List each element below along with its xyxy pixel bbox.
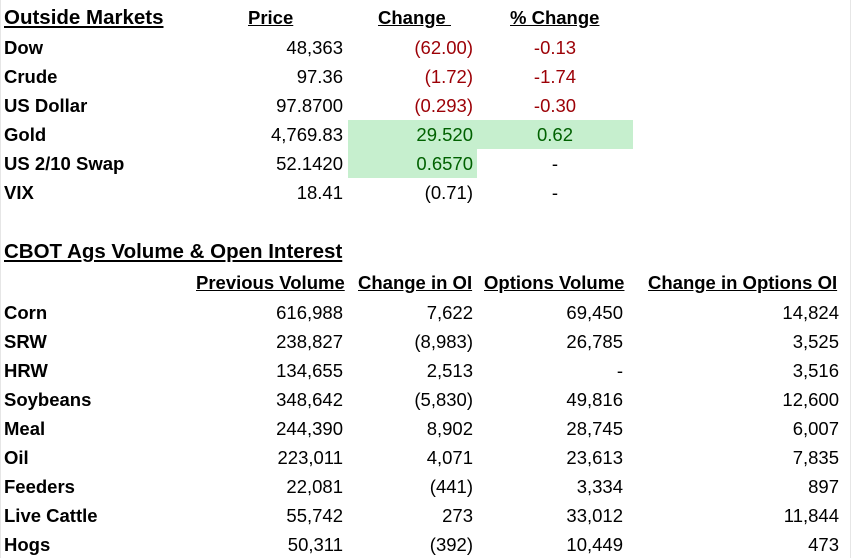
- previous-volume: 244,390: [276, 418, 343, 439]
- change-in-options-oi: 14,824: [782, 302, 839, 323]
- previous-volume: 134,655: [276, 360, 343, 381]
- change-in-oi: 273: [442, 505, 473, 526]
- change-in-options-oi: 7,835: [792, 447, 839, 468]
- market-pct-change: -: [551, 182, 559, 203]
- change-in-oi: 8,902: [426, 418, 473, 439]
- cbot-title: CBOT Ags Volume & Open Interest: [4, 240, 343, 263]
- previous-volume: 22,081: [286, 476, 343, 497]
- change-in-options-oi: 897: [808, 476, 839, 497]
- change-oi-header: Change in OI: [358, 272, 473, 293]
- change-in-options-oi: 6,007: [792, 418, 839, 439]
- commodity-name: Soybeans: [4, 389, 92, 410]
- market-change: (62.00): [414, 37, 473, 58]
- previous-volume: 348,642: [276, 389, 343, 410]
- change-in-oi: 4,071: [426, 447, 473, 468]
- change-in-options-oi: 473: [808, 534, 839, 555]
- options-volume-header: Options Volume: [484, 272, 625, 293]
- change-in-options-oi: 11,844: [783, 505, 839, 526]
- market-price: 97.8700: [276, 95, 343, 116]
- market-price: 48,363: [286, 37, 343, 58]
- commodity-name: SRW: [4, 331, 47, 352]
- previous-volume: 50,311: [287, 534, 343, 555]
- options-volume: 49,816: [566, 389, 623, 410]
- pct-change-header: % Change: [510, 7, 600, 28]
- change-header: Change: [378, 7, 451, 28]
- previous-volume: 55,742: [286, 505, 343, 526]
- outside-markets-title: Outside Markets: [4, 6, 164, 29]
- market-price: 4,769.83: [270, 124, 343, 145]
- commodity-name: Meal: [4, 418, 46, 439]
- market-name: US Dollar: [4, 95, 88, 116]
- market-pct-change: 0.62: [477, 120, 633, 149]
- market-change: 0.6570: [348, 149, 477, 178]
- change-in-oi: (8,983): [414, 331, 473, 352]
- market-pct-change: -: [551, 153, 559, 174]
- left-gridline: [0, 0, 1, 558]
- options-volume: 69,450: [566, 302, 623, 323]
- market-name: Crude: [4, 66, 58, 87]
- commodity-name: Hogs: [4, 534, 51, 555]
- change-in-options-oi: 3,525: [792, 331, 839, 352]
- options-volume: 33,012: [566, 505, 623, 526]
- previous-volume: 616,988: [276, 302, 343, 323]
- change-in-oi: (441): [429, 476, 473, 497]
- market-name: Gold: [4, 124, 47, 145]
- market-change: (0.71): [424, 182, 473, 203]
- market-change: (0.293): [414, 95, 473, 116]
- price-header: Price: [248, 7, 294, 28]
- options-volume: 23,613: [566, 447, 623, 468]
- change-in-oi: (392): [429, 534, 473, 555]
- market-name: VIX: [4, 182, 34, 203]
- options-volume: -: [616, 360, 623, 381]
- commodity-name: HRW: [4, 360, 48, 381]
- commodity-name: Live Cattle: [4, 505, 98, 526]
- change-in-oi: 7,622: [426, 302, 473, 323]
- change-in-oi: 2,513: [426, 360, 473, 381]
- change-in-oi: (5,830): [414, 389, 473, 410]
- market-price: 97.36: [296, 66, 343, 87]
- commodity-name: Corn: [4, 302, 48, 323]
- options-volume: 28,745: [566, 418, 623, 439]
- commodity-name: Feeders: [4, 476, 75, 497]
- change-in-options-oi: 12,600: [782, 389, 839, 410]
- market-change: (1.72): [424, 66, 473, 87]
- previous-volume: 238,827: [276, 331, 343, 352]
- commodity-name: Oil: [4, 447, 29, 468]
- market-change: 29.520: [348, 120, 477, 149]
- market-pct-change: -0.13: [533, 37, 577, 58]
- market-price: 52.1420: [276, 153, 343, 174]
- market-name: Dow: [4, 37, 44, 58]
- change-in-options-oi: 3,516: [792, 360, 839, 381]
- options-volume: 10,449: [566, 534, 623, 555]
- options-volume: 26,785: [566, 331, 623, 352]
- options-volume: 3,334: [576, 476, 623, 497]
- market-name: US 2/10 Swap: [4, 153, 125, 174]
- market-price: 18.41: [296, 182, 343, 203]
- change-options-oi-header: Change in Options OI: [648, 272, 838, 293]
- market-pct-change: -1.74: [533, 66, 577, 87]
- prev-volume-header: Previous Volume: [196, 272, 345, 293]
- market-pct-change: -0.30: [533, 95, 577, 116]
- previous-volume: 223,011: [277, 447, 344, 468]
